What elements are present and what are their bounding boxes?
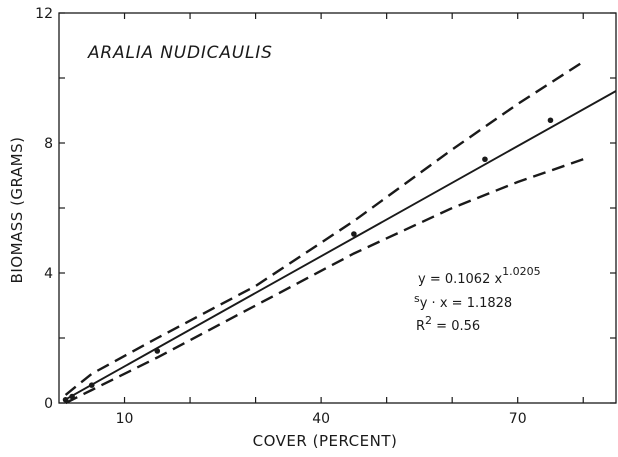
data-point — [88, 382, 95, 388]
confidence-band-line — [64, 60, 584, 396]
y-tick-label: 0 — [44, 396, 53, 412]
sigma-value: = 1.1828 — [448, 296, 513, 311]
equation-main: y = 0.1062 x — [418, 272, 502, 287]
series-layer — [62, 60, 617, 405]
data-point — [351, 231, 357, 237]
equation-exponent: 1.0205 — [502, 265, 541, 278]
y-tick-label: 8 — [44, 136, 53, 152]
labels-layer: ARALIA NUDICAULIS COVER (PERCENT) BIOMAS… — [8, 43, 541, 450]
r2-label: R — [416, 319, 425, 334]
y-tick-label: 12 — [35, 6, 53, 22]
equation-line-2: sy · x = 1.1828 — [414, 292, 512, 311]
sigma-subscript: y · x — [420, 296, 448, 311]
x-axis-title: COVER (PERCENT) — [253, 432, 398, 450]
r2-value: = 0.56 — [432, 319, 480, 334]
x-tick-label: 40 — [312, 411, 330, 427]
regression-line — [65, 90, 617, 401]
x-tick-label: 70 — [509, 411, 527, 427]
y-axis-title: BIOMASS (GRAMS) — [8, 137, 26, 284]
axes: 0 4 8 12 10 40 70 — [35, 6, 617, 427]
data-point — [482, 156, 488, 163]
data-point — [154, 348, 161, 354]
r2-exponent: 2 — [425, 314, 432, 327]
equation-line-3: R2 = 0.56 — [416, 314, 480, 334]
chart-title: ARALIA NUDICAULIS — [87, 43, 273, 63]
y-tick-label: 4 — [44, 266, 53, 282]
x-tick-label: 10 — [116, 411, 134, 427]
plot-frame — [58, 12, 617, 404]
sigma-prefix: s — [414, 292, 420, 305]
confidence-band-line — [65, 158, 584, 405]
equation-line-1: y = 0.1062 x1.0205 — [418, 265, 541, 287]
data-point — [547, 117, 554, 124]
